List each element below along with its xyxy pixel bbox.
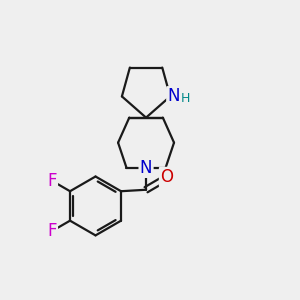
Text: F: F [47,222,57,240]
Text: N: N [167,87,180,105]
Text: F: F [47,172,57,190]
Text: O: O [160,168,173,186]
Text: H: H [181,92,190,105]
Text: N: N [140,159,152,177]
